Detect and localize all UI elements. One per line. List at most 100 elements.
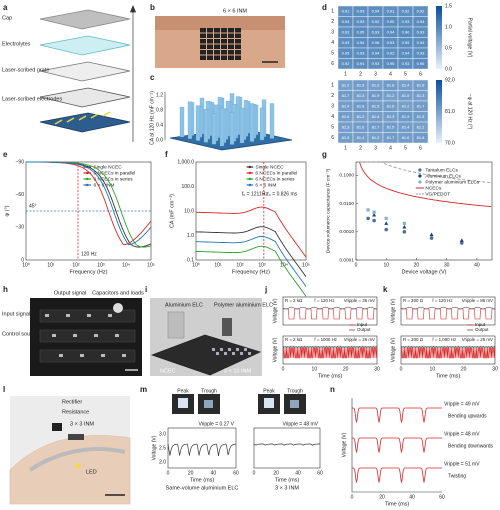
chip [68, 434, 84, 440]
label: Vripple = 86 mV [462, 298, 493, 303]
cell [214, 39, 220, 44]
cell [235, 50, 241, 55]
tick-label: 2 [331, 93, 334, 99]
tick-label: 3 [374, 145, 377, 151]
curve [195, 206, 307, 258]
tick-label: 10³ [97, 262, 105, 268]
cell-value: 81.8 [357, 103, 366, 108]
tick-label: 0.1 [187, 257, 194, 263]
curve [195, 245, 307, 297]
tick-label: 10 [430, 366, 436, 372]
tick-label: 10 [383, 262, 389, 268]
tick-label: 0 [400, 366, 403, 372]
cell-value: 0.94 [402, 50, 411, 55]
electrode [90, 113, 99, 119]
cell-value: 0.93 [357, 8, 366, 13]
cell-value: 81.3 [417, 93, 426, 98]
legend-label: Input [475, 322, 486, 327]
label: Vripple = 36 mV [344, 298, 375, 303]
cell-value: 0.95 [357, 29, 366, 34]
tick-label: 2.5 [159, 445, 166, 451]
cell [214, 55, 220, 60]
device [28, 447, 126, 472]
tick-label: 0.4 [156, 122, 163, 128]
label: φ (°) [4, 205, 10, 216]
label: Time (ms) [318, 373, 343, 379]
label: NCEC [160, 368, 176, 374]
cell-value: 0.92 [417, 8, 426, 13]
label: Laser-scribed electrodes [2, 96, 62, 102]
component [59, 354, 63, 357]
legend-marker [418, 174, 422, 178]
bar [195, 105, 201, 141]
point [366, 216, 370, 221]
cell [212, 348, 215, 351]
wave [352, 407, 442, 424]
cell-value: 81.2 [342, 82, 351, 87]
legend-label: Single NCEC [255, 164, 284, 170]
plot-frame [355, 161, 493, 261]
cell-value: 81.5 [417, 114, 426, 119]
tick-label: 70.0 [445, 140, 455, 146]
point [372, 218, 376, 223]
tick-label: 10⁰ [22, 262, 30, 268]
label: Partial voltage (V) [467, 18, 473, 58]
cell-value: 0.94 [387, 29, 396, 34]
cell [214, 33, 220, 38]
tick-label: 0.0010 [339, 229, 354, 235]
tick-label: −60 [16, 192, 25, 198]
tick-label: 0.5 [445, 45, 452, 51]
component [66, 314, 70, 317]
tick-label: 0 [282, 366, 285, 372]
cell [207, 33, 213, 38]
component [113, 303, 123, 313]
point [384, 227, 389, 232]
tick-label: 4 [389, 145, 392, 151]
cell-value: 81.9 [372, 93, 381, 98]
cell-value: 0.93 [417, 29, 426, 34]
plot-frame [195, 161, 307, 261]
label: Trough [201, 388, 217, 394]
legend-marker [418, 180, 422, 184]
input-wave [401, 347, 496, 359]
wave [253, 443, 320, 446]
tick-label: 1.0 [445, 24, 452, 30]
cell [236, 348, 239, 351]
bar [239, 107, 245, 144]
cell-value: 0.94 [372, 8, 381, 13]
cell [216, 352, 219, 355]
cell [248, 352, 251, 355]
cell-value: 81.6 [417, 82, 426, 87]
tick-label: 5 [331, 125, 334, 131]
component [122, 354, 126, 357]
legend-label: 6 × 6 INM [94, 182, 115, 188]
label: Input signal [2, 311, 30, 317]
label: Aluminium ELC [165, 302, 203, 308]
tick-label: 10⁵ [147, 262, 155, 268]
cell [221, 44, 227, 49]
panel-letter: e [3, 150, 8, 159]
cell-value: 0.95 [342, 50, 351, 55]
cell-value: 0.92 [402, 8, 411, 13]
label: f = 1000 Hz [314, 337, 337, 342]
label: f = 120 Hz [314, 298, 334, 303]
tick-label: 81.0 [445, 109, 455, 115]
cell-value: 81.2 [387, 93, 396, 98]
label: f = 1,000 Hz [432, 337, 456, 342]
cell-value: 81.8 [387, 82, 396, 87]
tick-label: 1.2 [156, 92, 163, 98]
tick-label: 10³ [258, 262, 266, 268]
bar [229, 112, 235, 145]
cell [224, 352, 227, 355]
curve [195, 226, 307, 277]
tick-label: 3 [374, 71, 377, 77]
cell-value: 81.7 [417, 103, 426, 108]
cell-value: 0.94 [357, 40, 366, 45]
tick-label: 0.0 [445, 66, 452, 72]
tick-label: 40 [295, 470, 301, 476]
label: Voltage (V) [390, 337, 396, 362]
cell [228, 33, 234, 38]
capacitor [167, 311, 185, 339]
cell-value: 81.5 [342, 135, 351, 140]
cell [200, 39, 206, 44]
